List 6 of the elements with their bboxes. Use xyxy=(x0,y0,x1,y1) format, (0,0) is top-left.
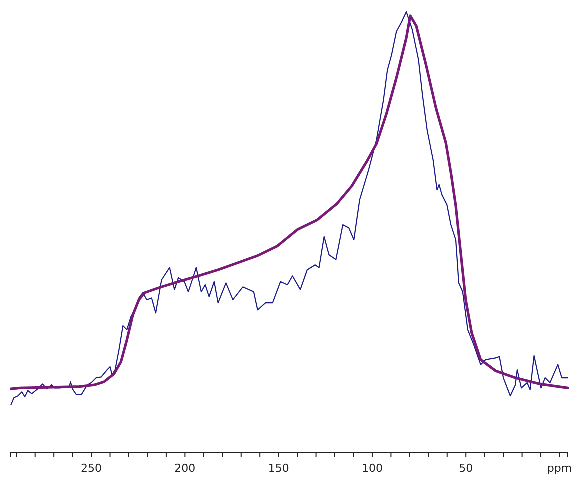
x-tick-label: 100 xyxy=(362,462,383,476)
x-tick-label: 50 xyxy=(459,462,474,476)
x-tick-label: 250 xyxy=(81,462,102,476)
x-tick-label: ppm xyxy=(547,462,572,476)
x-tick-label: 200 xyxy=(174,462,196,476)
x-tick-label: 150 xyxy=(268,462,290,476)
